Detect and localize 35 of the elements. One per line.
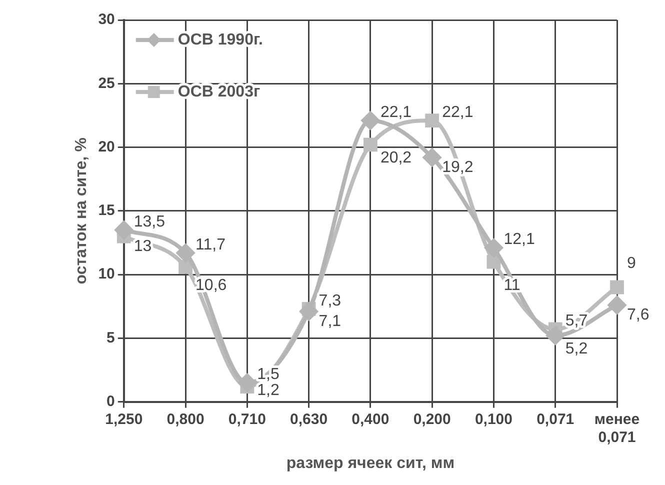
data-label: 7,6	[627, 306, 650, 324]
x-tick-label: 0,800	[166, 410, 204, 428]
data-label: 5,7	[565, 312, 588, 330]
data-label: 22,1	[380, 104, 412, 121]
data-label: 1,5	[257, 366, 280, 384]
data-label: 9	[627, 254, 636, 272]
data-label: 1,2	[257, 382, 280, 400]
x-tick-label: 1,250	[105, 410, 143, 428]
y-tick-label: 10	[98, 266, 115, 283]
x-tick-label: 0,630	[290, 410, 328, 428]
x-tick-label: 0,071	[536, 410, 574, 428]
y-tick-label: 0	[106, 392, 115, 410]
x-axis-title: размер ячеек сит, мм	[286, 454, 455, 472]
y-tick-label: 20	[98, 138, 115, 156]
data-label: 11,7	[196, 236, 226, 254]
data-label: 13	[134, 238, 152, 255]
data-label: 13,5	[134, 213, 166, 230]
data-label: 5,2	[565, 340, 588, 358]
data-label: 10,6	[196, 276, 227, 294]
data-label: 7,3	[318, 292, 342, 310]
data-label: 7,1	[318, 312, 342, 330]
y-tick-label: 25	[98, 74, 115, 92]
data-label: 12,1	[504, 231, 535, 248]
x-tick-label: 0,200	[413, 410, 451, 428]
y-axis-title: остаток на сите, %	[73, 138, 90, 284]
y-tick-label: 30	[98, 11, 115, 28]
y-tick-label: 15	[98, 202, 115, 220]
data-label: 22,1	[442, 104, 474, 121]
x-tick-label: 0,710	[228, 410, 266, 428]
x-tick-label: менее 0,071	[594, 410, 640, 446]
y-tick-label: 5	[106, 329, 115, 346]
data-label: 20,2	[380, 150, 412, 167]
data-label: 19,2	[442, 158, 474, 176]
x-tick-label: 0,400	[352, 410, 390, 428]
x-tick-label: 0,100	[474, 410, 512, 428]
